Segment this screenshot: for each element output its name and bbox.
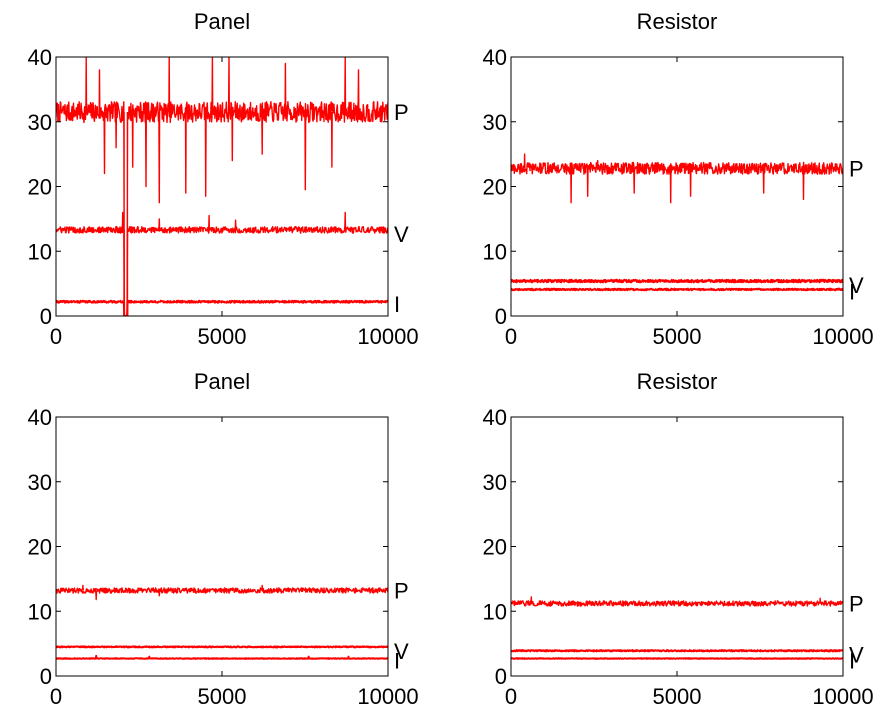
traces bbox=[511, 153, 843, 292]
y-tick-label: 0 bbox=[495, 664, 507, 689]
y-tick-label: 10 bbox=[483, 239, 507, 264]
y-tick-label: 30 bbox=[483, 470, 507, 495]
series-V-label: V bbox=[849, 273, 864, 298]
series-I-line bbox=[511, 657, 843, 660]
series-P-label: P bbox=[394, 579, 409, 604]
y-tick-label: 40 bbox=[483, 405, 507, 430]
subplot-title: Resistor bbox=[637, 9, 718, 34]
y-tick-label: 30 bbox=[28, 470, 52, 495]
series-I-line bbox=[56, 299, 388, 316]
series-I-line bbox=[56, 654, 388, 660]
series-V-label: V bbox=[849, 643, 864, 668]
series-V-line bbox=[511, 278, 843, 284]
x-tick-label: 5000 bbox=[653, 324, 702, 349]
traces bbox=[56, 57, 388, 316]
y-tick-label: 30 bbox=[483, 110, 507, 135]
x-tick-label: 5000 bbox=[198, 324, 247, 349]
subplot-2: Resistor P VI 0 10 20 30 40 0 5000 10000 bbox=[483, 9, 874, 349]
y-tick-label: 0 bbox=[40, 304, 52, 329]
series-P-label: P bbox=[849, 591, 864, 616]
x-tick-label: 0 bbox=[50, 324, 62, 349]
y-tick-label: 20 bbox=[483, 535, 507, 560]
series-I-label: I bbox=[394, 292, 400, 317]
series-P-label: P bbox=[394, 100, 409, 125]
series-V-line bbox=[511, 649, 843, 653]
x-tick-label: 0 bbox=[505, 324, 517, 349]
y-tick-label: 30 bbox=[28, 110, 52, 135]
series-P-line bbox=[56, 584, 388, 601]
series-I-line bbox=[511, 287, 843, 292]
x-tick-label: 10000 bbox=[357, 684, 418, 709]
series-V-label: V bbox=[394, 639, 409, 664]
series-I-label: I bbox=[849, 279, 855, 304]
y-tick-label: 10 bbox=[483, 599, 507, 624]
y-tick-label: 20 bbox=[28, 535, 52, 560]
traces bbox=[511, 596, 843, 660]
axes-frame bbox=[510, 416, 844, 677]
y-tick-label: 40 bbox=[28, 405, 52, 430]
traces bbox=[56, 584, 388, 660]
y-tick-label: 0 bbox=[40, 664, 52, 689]
series-I-label: I bbox=[849, 649, 855, 674]
y-tick-label: 10 bbox=[28, 239, 52, 264]
x-tick-label: 0 bbox=[505, 684, 517, 709]
subplot-4: Resistor P VI 0 10 20 30 40 0 5000 10000 bbox=[483, 369, 874, 709]
x-tick-label: 10000 bbox=[812, 324, 873, 349]
axes-frame bbox=[510, 56, 844, 317]
x-tick-label: 5000 bbox=[198, 684, 247, 709]
series-P-line bbox=[511, 596, 843, 607]
y-tick-label: 0 bbox=[495, 304, 507, 329]
subplot-3: Panel P VI 0 10 20 30 40 0 5000 10000 bbox=[28, 369, 419, 709]
series-I-label: I bbox=[394, 649, 400, 674]
x-tick-label: 10000 bbox=[357, 324, 418, 349]
y-tick-label: 10 bbox=[28, 599, 52, 624]
series-P-label: P bbox=[849, 156, 864, 181]
series-V-label: V bbox=[394, 222, 409, 247]
series-P-line bbox=[56, 57, 388, 316]
subplot-title: Panel bbox=[194, 9, 250, 34]
subplot-1: Panel P V I 0 10 20 30 40 0 5000 10000 bbox=[28, 9, 419, 349]
y-tick-label: 40 bbox=[28, 45, 52, 70]
y-tick-label: 20 bbox=[483, 175, 507, 200]
axes-frame bbox=[55, 416, 389, 677]
axes-frame bbox=[55, 56, 389, 317]
x-tick-label: 10000 bbox=[812, 684, 873, 709]
series-P-line bbox=[511, 153, 843, 204]
subplot-title: Panel bbox=[194, 369, 250, 394]
y-tick-label: 20 bbox=[28, 175, 52, 200]
x-tick-label: 5000 bbox=[653, 684, 702, 709]
subplot-title: Resistor bbox=[637, 369, 718, 394]
series-V-line bbox=[56, 211, 388, 316]
series-V-line bbox=[56, 645, 388, 649]
y-tick-label: 40 bbox=[483, 45, 507, 70]
x-tick-label: 0 bbox=[50, 684, 62, 709]
